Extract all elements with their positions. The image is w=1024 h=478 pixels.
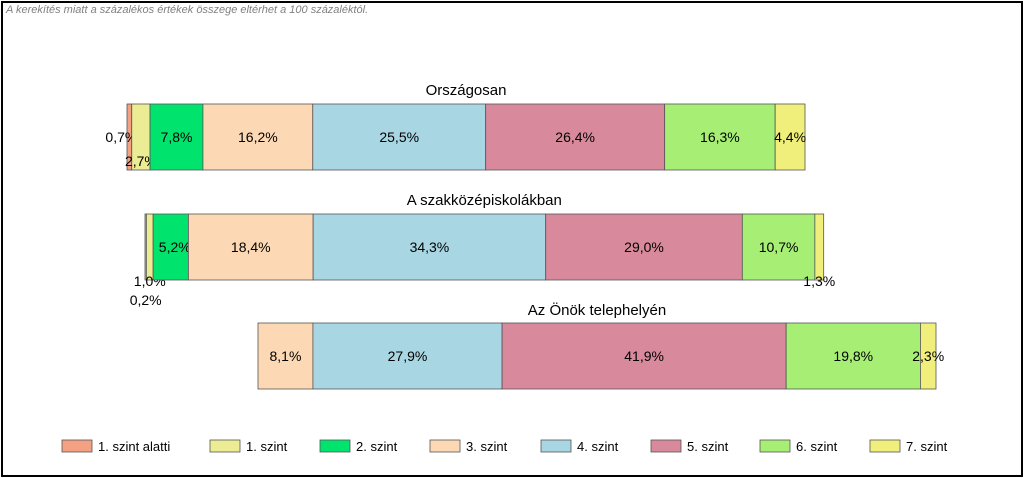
bar-segment [920, 322, 937, 390]
legend-label: 5. szint [687, 439, 729, 454]
data-label: 10,7% [759, 239, 799, 255]
bar-segment [312, 103, 487, 171]
legend-swatch [540, 439, 572, 453]
data-label: 29,0% [624, 239, 664, 255]
bar-segment [145, 213, 154, 281]
data-label: 0,7% [105, 129, 137, 145]
data-label: 18,4% [231, 239, 271, 255]
data-label: 1,3% [803, 273, 835, 289]
legend-swatch [61, 439, 93, 453]
legend-swatch [319, 439, 351, 453]
legend-swatch [759, 439, 791, 453]
legend-label: 4. szint [577, 439, 619, 454]
bar-segment [545, 213, 743, 281]
rounding-note: A kerekítés miatt a százalékos értékek ö… [6, 4, 369, 16]
data-label: 27,9% [388, 348, 428, 364]
bar-title: A szakközépiskolákban [407, 192, 562, 209]
bar-segment [257, 322, 314, 390]
data-label: 16,3% [700, 129, 740, 145]
bar-segment [187, 213, 314, 281]
legend-label: 2. szint [356, 439, 398, 454]
bar-segment [774, 103, 806, 171]
data-label: 16,2% [238, 129, 278, 145]
bar-segment [312, 213, 547, 281]
bar-segment [501, 322, 787, 390]
bar-title: Országosan [426, 82, 507, 99]
bar-segment [664, 103, 776, 171]
legend-label: 3. szint [466, 439, 508, 454]
data-label: 25,5% [379, 129, 419, 145]
legend-swatch [429, 439, 461, 453]
data-label: 34,3% [410, 239, 450, 255]
bar-segment [785, 322, 921, 390]
bar-title: Az Önök telephelyén [528, 301, 666, 319]
data-label: 8,1% [269, 348, 301, 364]
data-label: 2,7% [125, 153, 157, 169]
data-label: 5,2% [159, 239, 191, 255]
data-label: 4,4% [774, 129, 806, 145]
bar-segment [741, 213, 816, 281]
data-label: 26,4% [555, 129, 595, 145]
data-label: 7,8% [161, 129, 193, 145]
legend-swatch [650, 439, 682, 453]
legend-swatch [209, 439, 241, 453]
legend-swatch [869, 439, 901, 453]
legend-label: 1. szint [246, 439, 288, 454]
data-label: 2,3% [912, 348, 944, 364]
legend-label: 7. szint [906, 439, 948, 454]
bar-segment [814, 213, 825, 281]
bar-segment [312, 322, 503, 390]
data-label: 41,9% [624, 348, 664, 364]
data-label: 0,2% [130, 292, 162, 308]
legend-label: 1. szint alatti [98, 439, 170, 454]
legend-label: 6. szint [796, 439, 838, 454]
data-label: 19,8% [833, 348, 873, 364]
